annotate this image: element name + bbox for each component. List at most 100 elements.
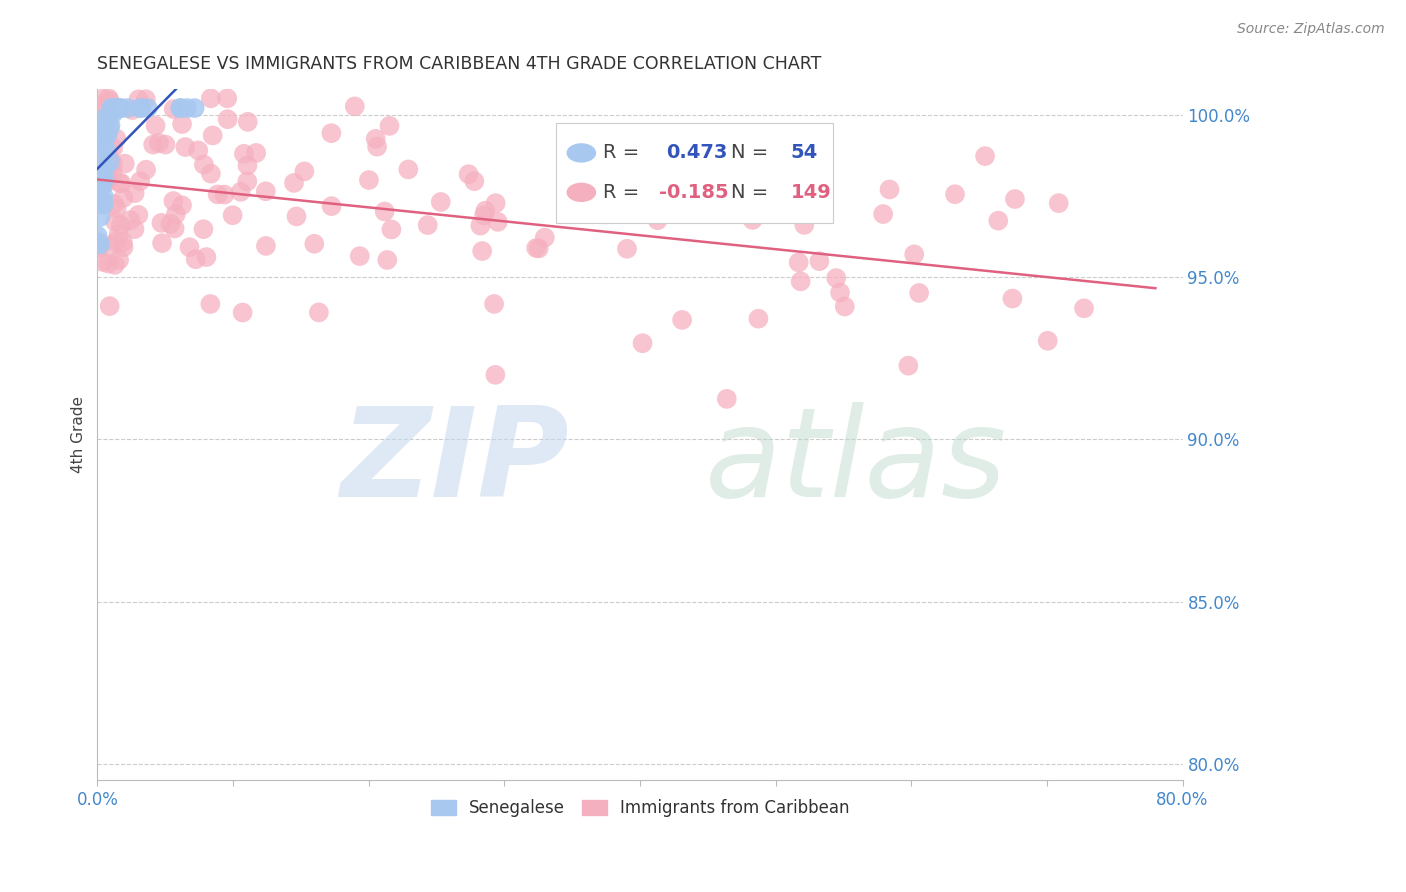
Point xyxy=(127,208,149,222)
Point xyxy=(974,149,997,163)
Point xyxy=(91,134,114,148)
Point xyxy=(91,132,114,146)
Point xyxy=(101,141,124,155)
Point xyxy=(217,112,239,127)
Point xyxy=(89,237,111,252)
Point xyxy=(987,213,1010,227)
Point xyxy=(108,176,131,190)
Point xyxy=(94,149,117,163)
Text: N =: N = xyxy=(731,183,775,202)
Point xyxy=(321,126,343,140)
Point xyxy=(107,227,129,242)
Point xyxy=(245,145,267,160)
Point xyxy=(103,197,125,211)
Point xyxy=(163,221,186,235)
Point xyxy=(108,101,131,115)
Point xyxy=(232,305,254,319)
Y-axis label: 4th Grade: 4th Grade xyxy=(72,396,86,473)
Point xyxy=(97,91,120,105)
Point xyxy=(872,207,894,221)
Point xyxy=(236,115,259,129)
Point xyxy=(89,210,111,224)
Point xyxy=(457,167,479,181)
Point xyxy=(600,194,623,209)
Point xyxy=(112,191,135,205)
Text: N =: N = xyxy=(731,144,775,162)
Point xyxy=(834,300,856,314)
Text: -0.185: -0.185 xyxy=(659,183,730,202)
Point xyxy=(292,164,315,178)
Point xyxy=(124,186,146,201)
Point xyxy=(482,297,505,311)
Point xyxy=(121,103,143,117)
Text: 54: 54 xyxy=(790,144,818,162)
Text: atlas: atlas xyxy=(704,401,1007,523)
Point xyxy=(145,119,167,133)
Point xyxy=(527,242,550,256)
Point xyxy=(150,236,173,251)
Point xyxy=(793,218,815,232)
Point xyxy=(1036,334,1059,348)
Point xyxy=(749,195,772,210)
Point xyxy=(706,201,728,215)
Point xyxy=(200,167,222,181)
Text: 0.473: 0.473 xyxy=(666,144,727,162)
Point xyxy=(89,194,111,208)
Point xyxy=(129,174,152,188)
Point xyxy=(86,228,108,243)
Point xyxy=(89,178,111,193)
Text: R =: R = xyxy=(603,144,645,162)
Point xyxy=(114,156,136,170)
Text: SENEGALESE VS IMMIGRANTS FROM CARIBBEAN 4TH GRADE CORRELATION CHART: SENEGALESE VS IMMIGRANTS FROM CARIBBEAN … xyxy=(97,55,821,73)
Point xyxy=(89,174,111,188)
Point xyxy=(201,128,224,143)
Point xyxy=(193,222,215,236)
Point xyxy=(97,149,120,163)
Point xyxy=(471,244,494,258)
Point xyxy=(533,230,555,244)
Point xyxy=(90,180,112,194)
Point xyxy=(104,235,127,249)
Point xyxy=(170,198,193,212)
Point xyxy=(124,222,146,236)
Point xyxy=(87,241,110,255)
Point xyxy=(787,255,810,269)
Point xyxy=(169,101,191,115)
Point xyxy=(98,299,121,313)
Point xyxy=(91,255,114,269)
Point xyxy=(94,177,117,191)
Point xyxy=(396,162,419,177)
Point xyxy=(349,249,371,263)
Point xyxy=(486,215,509,229)
Point xyxy=(159,217,181,231)
Point xyxy=(93,171,115,186)
Point xyxy=(103,106,125,120)
Point xyxy=(107,101,129,115)
Point xyxy=(117,101,139,115)
Point xyxy=(207,187,229,202)
Point xyxy=(101,164,124,178)
Point xyxy=(148,136,170,150)
Point xyxy=(91,130,114,145)
Text: Source: ZipAtlas.com: Source: ZipAtlas.com xyxy=(1237,22,1385,37)
Point xyxy=(229,185,252,199)
Point xyxy=(135,162,157,177)
Point xyxy=(94,112,117,126)
Point xyxy=(236,174,259,188)
Point xyxy=(187,144,209,158)
Point xyxy=(193,158,215,172)
Point xyxy=(98,107,121,121)
Circle shape xyxy=(567,144,596,162)
Point xyxy=(96,128,118,143)
Point xyxy=(91,178,114,193)
Point xyxy=(129,101,152,115)
Point xyxy=(176,101,198,115)
Point xyxy=(90,170,112,185)
Point xyxy=(128,92,150,106)
Point xyxy=(429,194,451,209)
Point xyxy=(671,313,693,327)
Point xyxy=(375,252,398,267)
Point xyxy=(716,392,738,406)
Point xyxy=(599,155,621,169)
Point xyxy=(155,137,177,152)
